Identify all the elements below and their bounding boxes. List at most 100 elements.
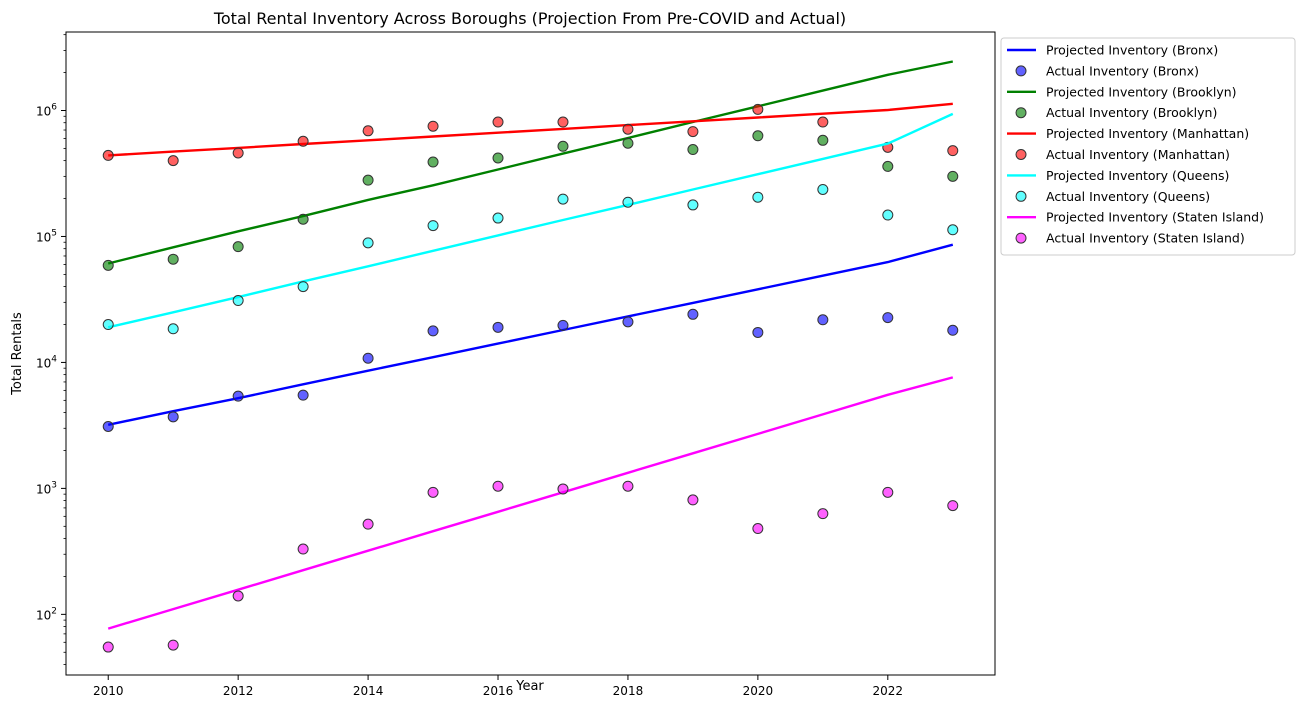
actual-point-bronx	[687, 308, 699, 320]
y-tick-label: 105	[36, 228, 57, 244]
y-tick-label: 103	[36, 480, 57, 496]
actual-point-manhattan	[297, 135, 309, 147]
legend-label: Actual Inventory (Queens)	[1046, 189, 1210, 204]
legend-marker-queens	[1015, 190, 1027, 202]
legend-label: Actual Inventory (Bronx)	[1046, 63, 1199, 78]
x-axis-label: Year	[515, 679, 544, 694]
legend: Projected Inventory (Bronx) Actual Invent…	[1000, 37, 1296, 256]
actual-point-staten-island	[687, 494, 699, 506]
actual-point-queens	[362, 237, 374, 249]
actual-point-brooklyn	[622, 137, 634, 149]
legend-label: Actual Inventory (Staten Island)	[1046, 231, 1245, 246]
actual-point-queens	[882, 209, 894, 221]
x-axis: 2010 2012 2014 2016 2018 2020 2022	[93, 675, 903, 698]
legend-label: Projected Inventory (Bronx)	[1046, 43, 1218, 58]
actual-point-bronx	[297, 389, 309, 401]
actual-point-staten-island	[232, 590, 244, 602]
actual-point-manhattan	[167, 155, 179, 167]
actual-point-queens	[167, 323, 179, 335]
actual-point-manhattan	[622, 123, 634, 135]
actual-point-staten-island	[102, 641, 114, 653]
y-axis: 102 103 104 105 106	[36, 34, 66, 665]
plot-area	[66, 32, 995, 675]
actual-point-queens	[817, 183, 829, 195]
legend-label: Projected Inventory (Manhattan)	[1046, 126, 1249, 141]
actual-point-brooklyn	[167, 253, 179, 265]
actual-point-brooklyn	[102, 259, 114, 271]
actual-point-bronx	[882, 312, 894, 324]
actual-point-queens	[947, 224, 959, 236]
legend-label: Projected Inventory (Staten Island)	[1046, 210, 1264, 225]
actual-point-bronx	[622, 316, 634, 328]
actual-point-staten-island	[947, 500, 959, 512]
actual-point-staten-island	[297, 543, 309, 555]
projected-line-brooklyn	[107, 60, 954, 265]
actual-point-brooklyn	[297, 213, 309, 225]
actual-point-queens	[102, 319, 114, 331]
projected-line-manhattan	[108, 102, 953, 157]
actual-point-queens	[297, 281, 309, 293]
actual-point-bronx	[817, 314, 829, 326]
actual-point-queens	[232, 295, 244, 307]
actual-point-brooklyn	[492, 152, 504, 164]
plot-frame	[65, 31, 996, 676]
actual-point-staten-island	[752, 523, 764, 535]
actual-point-manhattan	[817, 116, 829, 128]
projected-line-staten-island	[107, 376, 954, 630]
x-tick-label: 2010	[93, 684, 124, 698]
actual-point-brooklyn	[752, 130, 764, 142]
actual-point-manhattan	[947, 145, 959, 157]
actual-point-manhattan	[687, 126, 699, 138]
x-tick-label: 2022	[873, 684, 904, 698]
actual-point-manhattan	[557, 116, 569, 128]
y-axis-label: Total Rentals	[10, 312, 25, 396]
actual-point-brooklyn	[817, 134, 829, 146]
x-tick-label: 2016	[483, 684, 514, 698]
actual-point-staten-island	[882, 486, 894, 498]
actual-point-brooklyn	[687, 144, 699, 156]
x-tick-label: 2014	[353, 684, 384, 698]
actual-point-bronx	[167, 411, 179, 423]
legend-label: Projected Inventory (Queens)	[1046, 168, 1229, 183]
legend-marker-brooklyn	[1015, 107, 1027, 119]
actual-point-staten-island	[622, 480, 634, 492]
actual-point-manhattan	[492, 116, 504, 128]
actual-point-manhattan	[232, 147, 244, 159]
actual-point-bronx	[362, 352, 374, 364]
actual-point-queens	[427, 220, 439, 232]
actual-point-queens	[492, 212, 504, 224]
actual-point-brooklyn	[557, 140, 569, 152]
legend-label: Actual Inventory (Manhattan)	[1046, 147, 1230, 162]
actual-point-queens	[752, 191, 764, 203]
actual-point-queens	[687, 199, 699, 211]
actual-point-manhattan	[362, 125, 374, 137]
legend-label: Projected Inventory (Brooklyn)	[1046, 84, 1237, 99]
actual-point-brooklyn	[232, 241, 244, 253]
actual-point-brooklyn	[427, 156, 439, 168]
actual-point-staten-island	[167, 639, 179, 651]
actual-point-bronx	[492, 321, 504, 333]
actual-point-staten-island	[427, 486, 439, 498]
projected-line-queens	[107, 112, 954, 329]
actual-point-bronx	[557, 319, 569, 331]
actual-point-staten-island	[817, 508, 829, 520]
actual-point-brooklyn	[882, 160, 894, 172]
x-tick-label: 2020	[743, 684, 774, 698]
actual-point-bronx	[752, 326, 764, 338]
legend-marker-bronx	[1015, 65, 1027, 77]
plot-marks	[102, 60, 959, 653]
actual-point-manhattan	[427, 120, 439, 132]
actual-point-bronx	[232, 390, 244, 402]
actual-point-bronx	[947, 324, 959, 336]
actual-point-brooklyn	[947, 170, 959, 182]
legend-label: Actual Inventory (Brooklyn)	[1046, 105, 1217, 120]
y-tick-label: 106	[36, 103, 57, 119]
projected-line-bronx	[107, 243, 954, 426]
actual-point-staten-island	[492, 480, 504, 492]
actual-point-manhattan	[752, 103, 764, 115]
x-tick-label: 2018	[613, 684, 644, 698]
legend-marker-manhattan	[1015, 149, 1027, 160]
actual-point-bronx	[427, 325, 439, 337]
actual-point-queens	[557, 193, 569, 205]
